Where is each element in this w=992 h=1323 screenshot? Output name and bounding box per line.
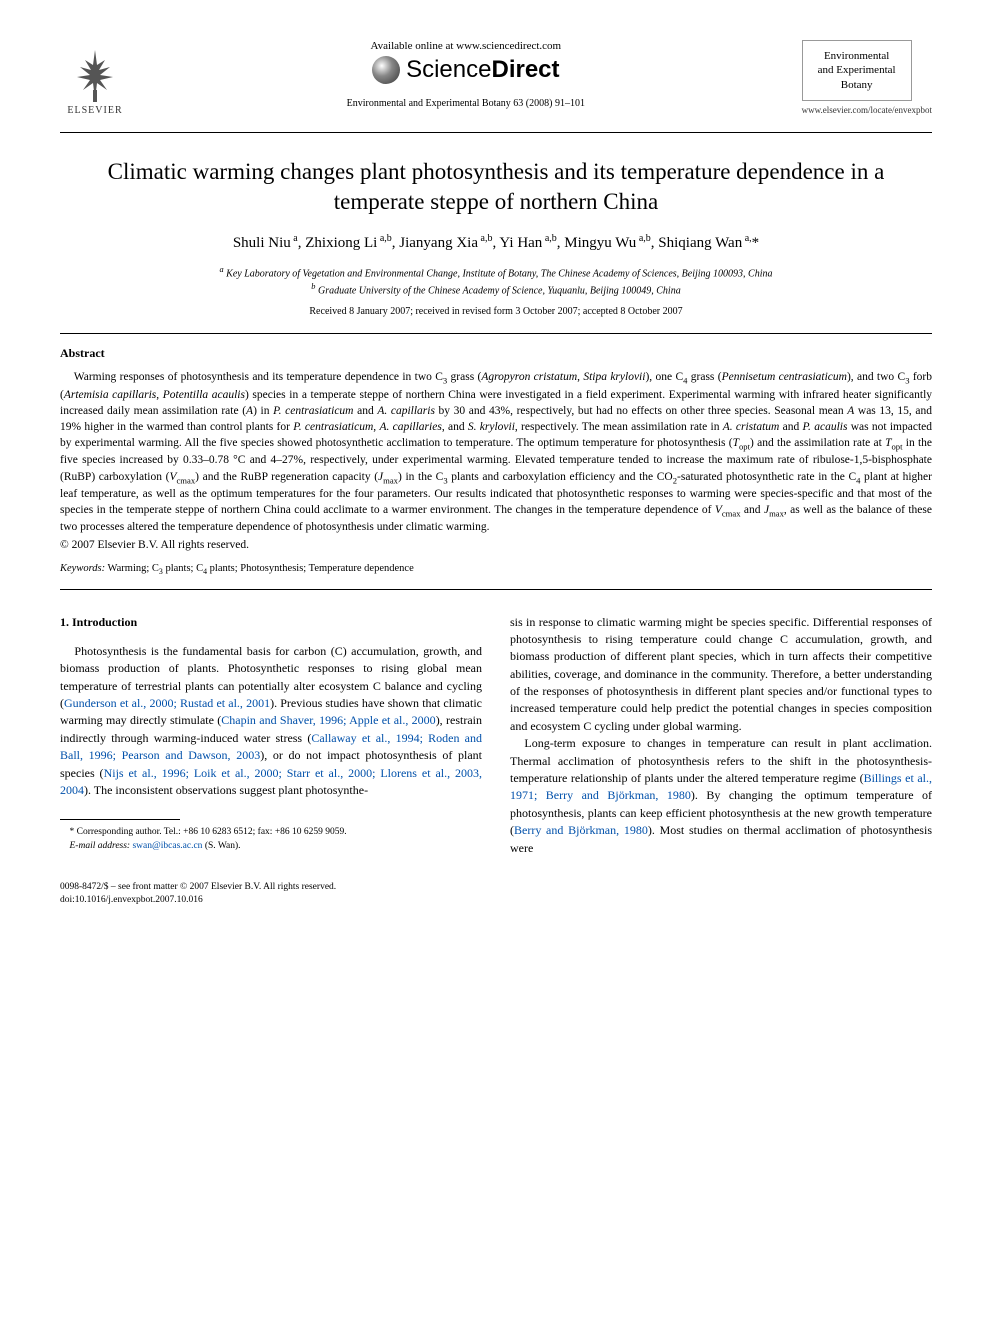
- intro-paragraph-1: Photosynthesis is the fundamental basis …: [60, 643, 482, 800]
- journal-cover-line: Environmental: [807, 49, 907, 63]
- sd-prefix: Science: [406, 56, 491, 83]
- introduction-heading: 1. Introduction: [60, 614, 482, 631]
- sciencedirect-text: ScienceDirect: [406, 56, 559, 84]
- journal-cover-line: Botany: [807, 78, 907, 92]
- email-footnote: E-mail address: swan@ibcas.ac.cn (S. Wan…: [60, 840, 482, 853]
- article-dates: Received 8 January 2007; received in rev…: [60, 306, 932, 317]
- elsevier-label: ELSEVIER: [67, 105, 122, 116]
- email-link[interactable]: swan@ibcas.ac.cn: [132, 841, 202, 851]
- abstract-heading: Abstract: [60, 346, 932, 361]
- header-center: Available online at www.sciencedirect.co…: [130, 40, 802, 109]
- sciencedirect-ball-icon: [372, 56, 400, 84]
- rule-before-abstract: [60, 333, 932, 334]
- journal-reference: Environmental and Experimental Botany 63…: [130, 98, 802, 109]
- body-columns: 1. Introduction Photosynthesis is the fu…: [60, 614, 932, 857]
- paper-header: ELSEVIER Available online at www.science…: [60, 40, 932, 120]
- abstract-body: Warming responses of photosynthesis and …: [60, 369, 932, 535]
- affiliations: a Key Laboratory of Vegetation and Envir…: [60, 264, 932, 299]
- email-name: (S. Wan).: [205, 841, 241, 851]
- column-right: sis in response to climatic warming migh…: [510, 614, 932, 857]
- affiliation-a-text: Key Laboratory of Vegetation and Environ…: [226, 268, 772, 279]
- journal-homepage-link[interactable]: www.elsevier.com/locate/envexpbot: [802, 105, 932, 115]
- email-label: E-mail address:: [70, 841, 131, 851]
- authors-line: Shuli Niu a, Zhixiong Li a,b, Jianyang X…: [60, 233, 932, 252]
- sciencedirect-logo: ScienceDirect: [372, 56, 559, 84]
- elsevier-logo: ELSEVIER: [60, 40, 130, 120]
- affiliation-a: a Key Laboratory of Vegetation and Envir…: [60, 264, 932, 281]
- page-footer: 0098-8472/$ – see front matter © 2007 El…: [60, 881, 932, 908]
- affiliation-b-text: Graduate University of the Chinese Acade…: [318, 285, 681, 296]
- footer-line-2: doi:10.1016/j.envexpbot.2007.10.016: [60, 894, 932, 907]
- column-left: 1. Introduction Photosynthesis is the fu…: [60, 614, 482, 857]
- keywords-label: Keywords:: [60, 563, 105, 574]
- journal-cover-line: and Experimental: [807, 63, 907, 77]
- keywords-text: Warming; C3 plants; C4 plants; Photosynt…: [108, 563, 414, 574]
- journal-cover: Environmental and Experimental Botany: [802, 40, 912, 101]
- journal-cover-block: Environmental and Experimental Botany ww…: [802, 40, 932, 115]
- corresponding-author-footnote: * Corresponding author. Tel.: +86 10 628…: [60, 826, 482, 839]
- intro-paragraph-1-cont: sis in response to climatic warming migh…: [510, 614, 932, 736]
- abstract-copyright: © 2007 Elsevier B.V. All rights reserved…: [60, 539, 932, 551]
- intro-paragraph-2: Long-term exposure to changes in tempera…: [510, 735, 932, 857]
- elsevier-tree-icon: [65, 45, 125, 105]
- available-online-text: Available online at www.sciencedirect.co…: [130, 40, 802, 52]
- affiliation-b: b Graduate University of the Chinese Aca…: [60, 281, 932, 298]
- rule-after-keywords: [60, 589, 932, 590]
- paper-title: Climatic warming changes plant photosynt…: [100, 157, 892, 217]
- keywords-line: Keywords: Warming; C3 plants; C4 plants;…: [60, 563, 932, 576]
- footnote-rule: [60, 819, 180, 820]
- rule-top: [60, 132, 932, 133]
- footer-line-1: 0098-8472/$ – see front matter © 2007 El…: [60, 881, 932, 894]
- sd-suffix: Direct: [491, 56, 559, 83]
